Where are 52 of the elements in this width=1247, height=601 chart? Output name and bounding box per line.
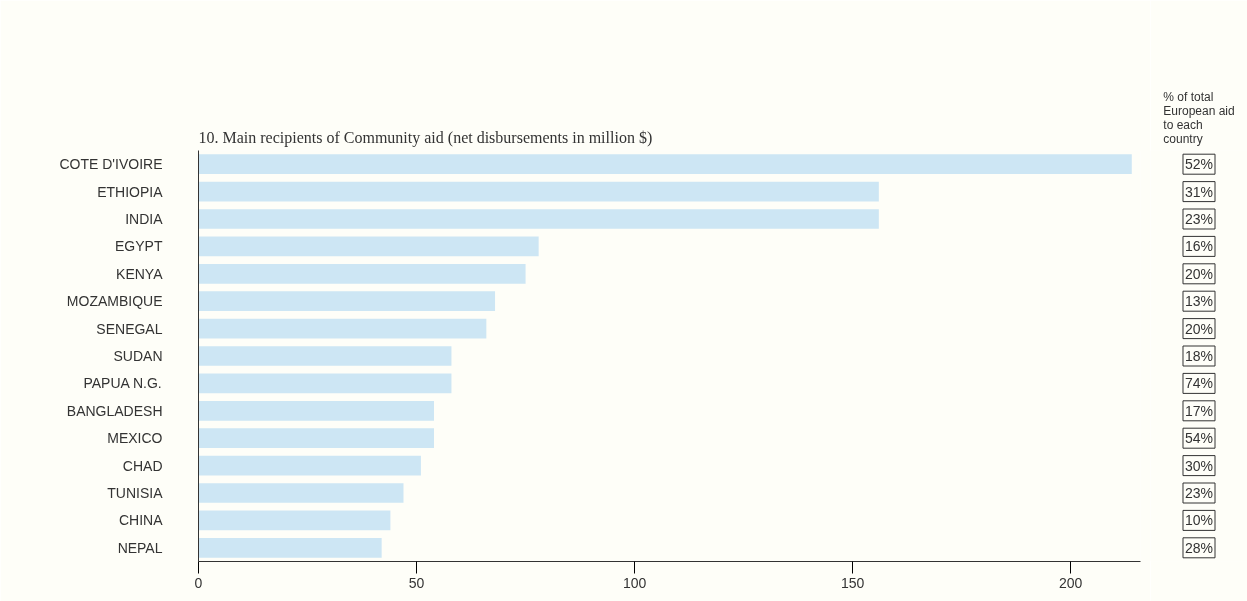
text: 54% [1184, 430, 1214, 447]
x-tick-label: 50 [408, 574, 425, 591]
y-tick-label: ETHIOPIA [97, 183, 164, 200]
y-tick-label: COTE D'IVOIRE [59, 156, 163, 173]
bar [198, 154, 1132, 175]
text: 10% [1184, 512, 1214, 529]
text: 30% [1184, 457, 1214, 474]
text: 13% [1184, 293, 1214, 310]
text: 31% [1184, 183, 1214, 200]
x-tick-label: 100 [622, 574, 647, 591]
bar [198, 483, 404, 503]
x-tick-label: 150 [840, 574, 865, 591]
bar [198, 537, 382, 558]
y-tick-label: EGYPT [115, 238, 163, 255]
y-tick-label: BANGLADESH [66, 402, 163, 419]
bar [198, 510, 391, 531]
text: 20% [1184, 320, 1214, 337]
bar [198, 263, 526, 284]
bar [198, 181, 879, 202]
text: 23% [1184, 211, 1214, 227]
y-tick-label: INDIA [125, 211, 164, 227]
chart-title: 10. Main recipients of Community aid (net disbursements in million $) [198, 128, 653, 147]
text: % of total European aid to each country [1163, 89, 1235, 146]
y-tick-label: SUDAN [113, 348, 163, 364]
text: 74% [1184, 375, 1214, 392]
y-tick-label: PAPUA N.G. [83, 375, 162, 392]
bar [198, 318, 487, 339]
y-tick-label: MEXICO [107, 430, 163, 447]
text: 18% [1184, 348, 1214, 364]
bar [198, 455, 421, 476]
bar [198, 291, 496, 312]
bar [198, 428, 434, 449]
bar [198, 373, 452, 394]
text: 52% [1184, 156, 1214, 173]
x-tick-label: 0 [194, 574, 203, 591]
bar [198, 400, 434, 421]
text: 17% [1184, 402, 1214, 419]
y-tick-label: SENEGAL [96, 320, 163, 337]
text: 16% [1184, 238, 1214, 255]
x-tick-label: 200 [1059, 574, 1083, 591]
bar [198, 346, 452, 366]
text: 28% [1184, 539, 1214, 556]
bar [198, 236, 539, 257]
y-tick-label: NEPAL [117, 539, 163, 556]
text: 20% [1184, 265, 1214, 282]
text: 23% [1184, 485, 1214, 501]
y-tick-label: MOZAMBIQUE [66, 293, 163, 310]
y-tick-label: KENYA [116, 265, 164, 282]
y-tick-label: TUNISIA [107, 485, 164, 501]
bar [198, 209, 879, 229]
y-tick-label: CHAD [122, 457, 163, 474]
y-tick-label: CHINA [118, 512, 164, 529]
